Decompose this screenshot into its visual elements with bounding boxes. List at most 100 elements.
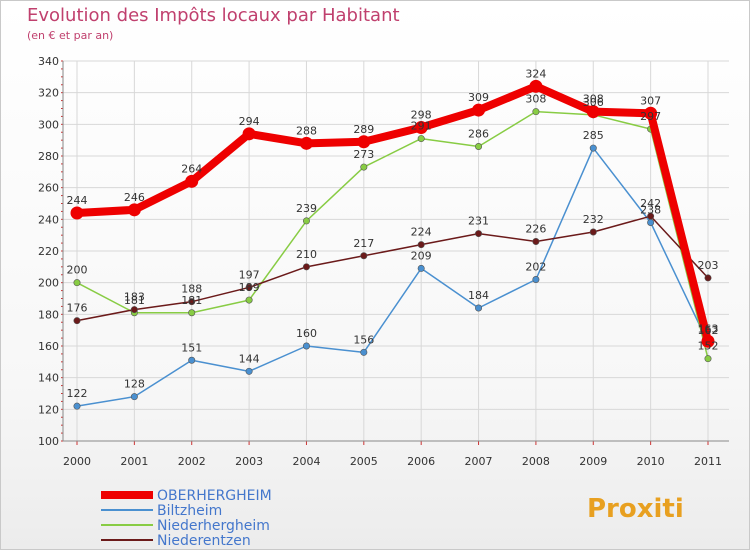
data-point [589, 144, 597, 152]
data-label: 238 [640, 204, 661, 217]
data-point [73, 317, 81, 325]
y-tick-label: 240 [38, 213, 59, 226]
data-label: 210 [296, 248, 317, 261]
data-label: 231 [468, 215, 489, 228]
data-label: 298 [411, 109, 432, 122]
data-point [417, 264, 425, 272]
data-point [245, 296, 253, 304]
data-label: 163 [698, 322, 719, 335]
data-point [644, 106, 658, 120]
data-label: 324 [525, 67, 546, 80]
data-label: 181 [181, 294, 202, 307]
data-point [127, 203, 141, 217]
data-label: 232 [583, 213, 604, 226]
data-point [414, 121, 428, 134]
data-point [185, 174, 199, 188]
x-tick-label: 2000 [63, 455, 91, 468]
data-label: 291 [411, 120, 432, 133]
data-label: 183 [124, 291, 145, 304]
grid-lines [63, 60, 729, 442]
data-label: 202 [525, 261, 546, 274]
data-label: 181 [124, 294, 145, 307]
y-tick-label: 340 [38, 55, 59, 68]
legend-label: Niederhergheim [157, 518, 270, 534]
data-point [299, 136, 313, 150]
x-tick-label: 2011 [694, 455, 722, 468]
data-point [357, 135, 371, 149]
series-line-biltzheim [76, 147, 709, 407]
data-label: 128 [124, 378, 145, 391]
data-point [302, 217, 310, 225]
data-point [475, 304, 483, 312]
series-line-niederhergheim [76, 110, 709, 359]
y-tick-label: 160 [38, 340, 59, 353]
data-label: 122 [67, 387, 88, 400]
data-point [647, 212, 655, 220]
series-lines [70, 79, 715, 410]
y-tick-label: 100 [38, 435, 59, 448]
data-label: 239 [296, 202, 317, 215]
y-tick-label: 120 [38, 403, 59, 416]
data-label: 197 [239, 268, 260, 281]
data-point [589, 228, 597, 236]
data-point [242, 127, 256, 141]
data-label: 307 [640, 94, 661, 107]
x-tick-label: 2005 [350, 455, 378, 468]
x-tick-label: 2008 [522, 455, 550, 468]
data-label: 288 [296, 124, 317, 137]
data-point [188, 298, 196, 306]
data-label: 273 [353, 148, 374, 161]
legend-label: Niederentzen [157, 533, 251, 549]
data-label: 162 [698, 324, 719, 337]
data-label: 156 [353, 333, 374, 346]
data-point [701, 334, 715, 348]
data-label: 152 [698, 340, 719, 353]
y-tick-label: 280 [38, 150, 59, 163]
y-tick-label: 300 [38, 118, 59, 131]
proxiti-logo: Proxiti [587, 494, 684, 524]
x-tick-label: 2009 [579, 455, 607, 468]
y-tick-label: 200 [38, 277, 59, 290]
data-point [475, 143, 483, 151]
x-tick-label: 2001 [120, 455, 148, 468]
data-label: 144 [239, 352, 260, 365]
data-label: 184 [468, 289, 489, 302]
data-label: 176 [67, 302, 88, 315]
series-line-niederentzen [76, 215, 709, 322]
data-point [647, 219, 655, 227]
data-label: 294 [239, 115, 260, 128]
data-point [245, 283, 253, 291]
series-line-oberhergheim [76, 82, 712, 343]
data-point [130, 306, 138, 314]
x-tick-label: 2006 [407, 455, 435, 468]
x-tick-label: 2004 [292, 455, 320, 468]
y-tick-label: 320 [38, 87, 59, 100]
data-point [586, 105, 600, 119]
x-tick-label: 2007 [465, 455, 493, 468]
chart-title: Evolution des Impôts locaux par Habitant [27, 5, 400, 26]
data-label: 189 [239, 281, 260, 294]
data-label: 309 [468, 91, 489, 104]
data-point [532, 108, 540, 116]
data-label: 224 [411, 226, 432, 239]
data-point [188, 309, 196, 317]
data-point [417, 241, 425, 249]
data-label: 188 [181, 283, 202, 296]
data-point [532, 275, 540, 283]
data-point [70, 206, 84, 220]
data-point [302, 342, 310, 350]
data-label: 151 [181, 341, 202, 354]
x-tick-label: 2010 [637, 455, 665, 468]
data-label: 217 [353, 237, 374, 250]
axes: 100 120 140 160 180 200 220 240 260 280 300 320 340 2… [38, 55, 729, 468]
data-label: 297 [640, 110, 661, 123]
data-point [529, 79, 543, 93]
chart-subtitle: (en € et par an) [27, 29, 114, 42]
data-label: 308 [583, 93, 604, 106]
y-tick-label: 260 [38, 182, 59, 195]
data-point [73, 402, 81, 410]
data-label: 308 [525, 93, 546, 106]
data-label: 285 [583, 129, 604, 142]
legend-label: OBERHERGHEIM [157, 488, 272, 504]
